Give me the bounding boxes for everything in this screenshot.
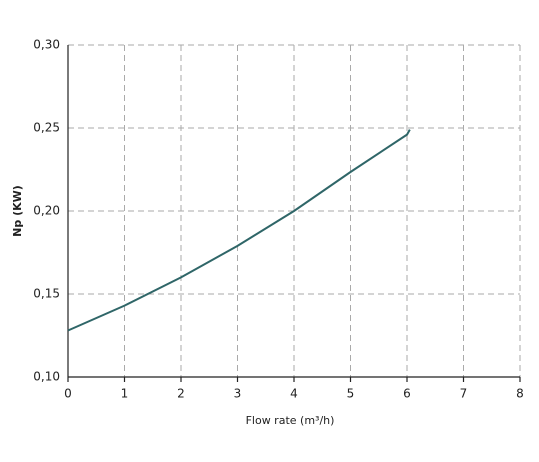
y-tick-label: 0,30 bbox=[33, 38, 60, 52]
x-axis-label: Flow rate (m³/h) bbox=[246, 414, 335, 427]
data-line bbox=[67, 129, 411, 332]
x-tick-label: 4 bbox=[290, 387, 298, 401]
x-tick-label: 7 bbox=[460, 387, 468, 401]
x-tick-label: 5 bbox=[347, 387, 355, 401]
x-tick-label: 1 bbox=[121, 387, 129, 401]
x-tick-label: 8 bbox=[516, 387, 524, 401]
y-axis-label: Np (KW) bbox=[11, 185, 24, 237]
y-tick-label: 0,10 bbox=[33, 370, 60, 384]
x-tick-label: 2 bbox=[177, 387, 185, 401]
x-tick-label: 6 bbox=[403, 387, 411, 401]
x-tick-label: 3 bbox=[234, 387, 242, 401]
y-tick-label: 0,20 bbox=[33, 204, 60, 218]
x-tick-label: 0 bbox=[64, 387, 72, 401]
y-tick-label: 0,15 bbox=[33, 287, 60, 301]
y-tick-label: 0,25 bbox=[33, 121, 60, 135]
